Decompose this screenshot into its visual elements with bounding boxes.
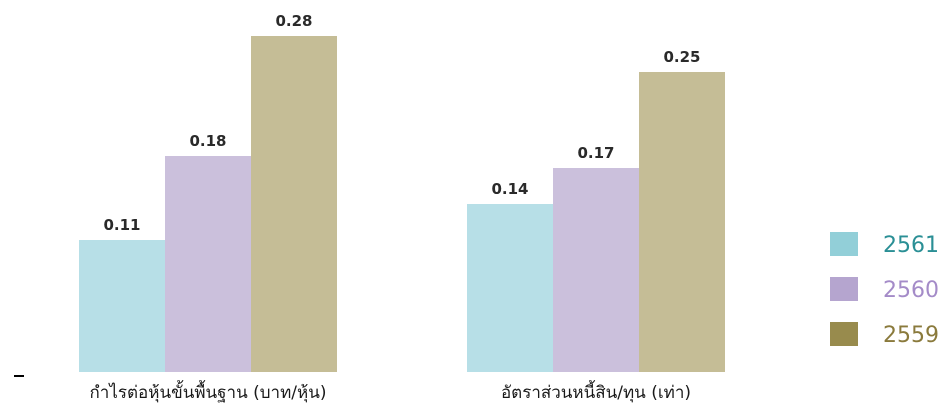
value-label-2559-cat1: 0.25: [663, 48, 700, 66]
value-labels-layer: 0.11 0.18 0.28 0.14 0.17 0.25: [103, 12, 700, 234]
legend-swatch-2560: [830, 277, 858, 301]
value-label-2561-cat0: 0.11: [103, 216, 140, 234]
legend-swatch-2561: [830, 232, 858, 256]
bar-2559-cat1: [639, 72, 725, 372]
category-label-1: อัตราส่วนหนี้สิน/ทุน (เท่า): [501, 380, 691, 403]
bars-layer: [79, 36, 725, 372]
bar-2559-cat0: [251, 36, 337, 372]
legend-swatch-2559: [830, 322, 858, 346]
bar-2561-cat0: [79, 240, 165, 372]
value-label-2560-cat1: 0.17: [577, 144, 614, 162]
edge-dash-mark: [14, 375, 24, 377]
value-label-2561-cat1: 0.14: [491, 180, 528, 198]
legend: 2561 2560 2559: [830, 232, 939, 348]
bar-2560-cat1: [553, 168, 639, 372]
legend-label-2559: 2559: [883, 323, 939, 348]
bar-2561-cat1: [467, 204, 553, 372]
value-label-2559-cat0: 0.28: [275, 12, 312, 30]
category-labels-layer: กำไรต่อหุ้นขั้นพื้นฐาน (บาท/หุ้น) อัตราส่…: [90, 380, 692, 403]
bar-2560-cat0: [165, 156, 251, 372]
legend-label-2560: 2560: [883, 278, 939, 303]
category-label-0: กำไรต่อหุ้นขั้นพื้นฐาน (บาท/หุ้น): [90, 380, 327, 403]
value-label-2560-cat0: 0.18: [189, 132, 226, 150]
legend-label-2561: 2561: [883, 233, 939, 258]
